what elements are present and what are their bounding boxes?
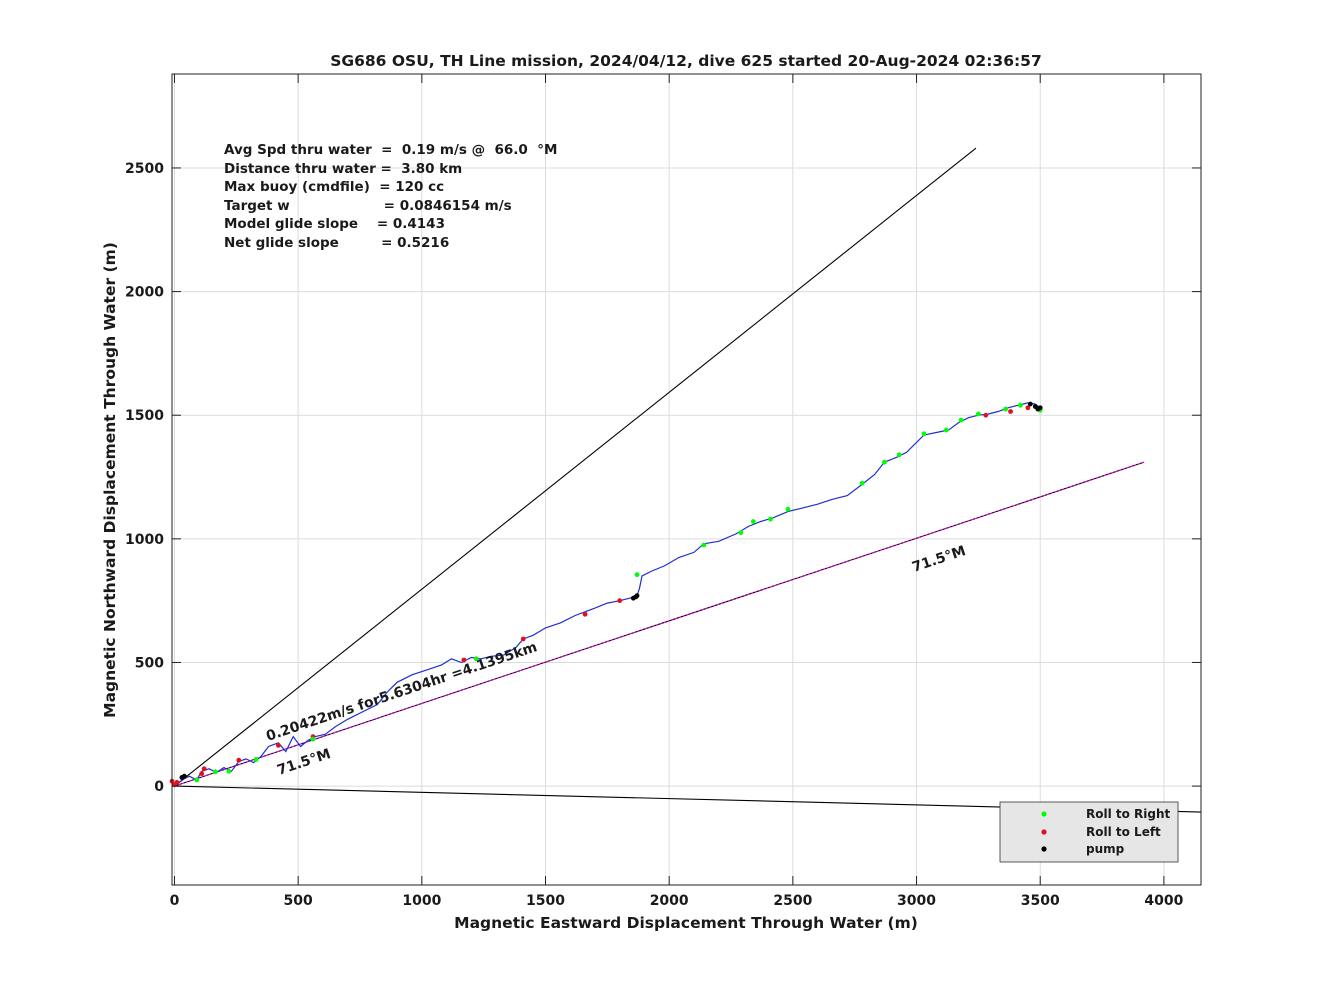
x-tick-label: 2500 [773,893,812,909]
roll-right-point [1003,406,1008,412]
pump-point [1027,401,1033,407]
x-tick-label: 500 [284,893,313,909]
roll-left-point [617,598,623,604]
y-tick-label: 1500 [125,408,164,424]
y-tick-label: 500 [135,655,164,671]
roll-left-point [236,757,242,763]
dive-track [174,402,1041,787]
x-tick-label: 3500 [1021,893,1060,909]
roll-right-point [738,530,744,536]
x-tick-label: 3000 [897,893,936,909]
roll-right-point [943,427,949,433]
roll-right-point [701,542,707,548]
x-tick-label: 1500 [526,893,565,909]
x-axis-label: Magnetic Eastward Displacement Through W… [454,914,918,932]
roll-right-point [768,516,774,522]
roll-right-point [958,417,964,423]
roll-right-point [634,572,640,578]
stats-box: Avg Spd thru water = 0.19 m/s @ 66.0 °M … [224,142,557,251]
roll-right-point [859,480,865,486]
roll-left-point [201,766,207,772]
y-axis-label: Magnetic Northward Displacement Through … [101,242,119,718]
roll-left-point [983,412,989,418]
legend-box [999,801,1179,863]
heading-annotation-far: 71.5°M [910,543,968,576]
y-tick-label: 1000 [125,532,164,548]
roll-right-point [975,411,981,417]
roll-right-point [194,777,200,783]
x-tick-label: 0 [170,893,180,909]
current-annotation: 0.20422m/s for5.6304hr =4.1395km [264,639,539,745]
legend-label-roll-left: Roll to Left [1086,825,1161,839]
stat-net-glide: Net glide slope = 0.5216 [224,235,449,251]
stat-target-w: Target w = 0.0846154 m/s [224,198,512,214]
heading-annotation-near: 71.5°M [275,746,333,779]
roll-right-point [310,736,316,742]
legend-marker-pump [1041,846,1047,852]
stat-distance: Distance thru water = 3.80 km [224,161,462,177]
legend: Roll to Right Roll to Left pump [999,801,1179,863]
roll-right-point [212,769,218,775]
roll-right-point [253,756,259,762]
x-tick-label: 2000 [650,893,689,909]
roll-right-point [896,452,902,458]
y-tick-label: 2500 [125,161,164,177]
roll-right-point [226,768,232,774]
roll-markers [169,401,1043,788]
reference-line-1 [174,461,1145,787]
pump-point [634,593,640,599]
roll-right-point [750,519,756,524]
stat-avg-speed: Avg Spd thru water = 0.19 m/s @ 66.0 °M [224,142,557,158]
axis-ticks: 0 500 1000 1500 2000 2500 3000 3500 4000 0 500 1000… [125,74,1201,909]
legend-marker-roll-left [1041,829,1047,835]
pump-point [1037,405,1043,411]
stat-max-buoy: Max buoy (cmdfile) = 120 cc [224,179,444,195]
roll-right-point [881,459,887,465]
grid [172,74,1201,885]
chart-title: SG686 OSU, TH Line mission, 2024/04/12, … [330,52,1042,70]
reference-line-0 [174,147,977,787]
roll-right-point [1018,402,1023,408]
roll-left-point [1025,405,1031,411]
roll-left-point [461,657,467,663]
roll-left-point [174,779,180,785]
x-tick-label: 1000 [402,893,441,909]
y-tick-label: 2000 [125,285,164,301]
plot-frame [171,73,1202,886]
roll-right-point [473,656,479,662]
roll-left-point [582,611,588,617]
stat-model-glide: Model glide slope = 0.4143 [224,216,445,232]
legend-label-roll-right: Roll to Right [1086,807,1171,821]
roll-left-point [199,771,205,777]
roll-left-point [520,636,526,642]
legend-label-pump: pump [1086,842,1125,856]
legend-marker-roll-right [1041,811,1047,817]
roll-left-point [275,742,281,748]
pump-point [181,773,187,779]
y-tick-label: 0 [154,779,164,795]
roll-left-point [1008,409,1013,414]
track-line [174,402,1041,787]
x-tick-label: 4000 [1144,893,1183,909]
roll-right-point [921,431,927,437]
roll-right-point [785,506,791,512]
